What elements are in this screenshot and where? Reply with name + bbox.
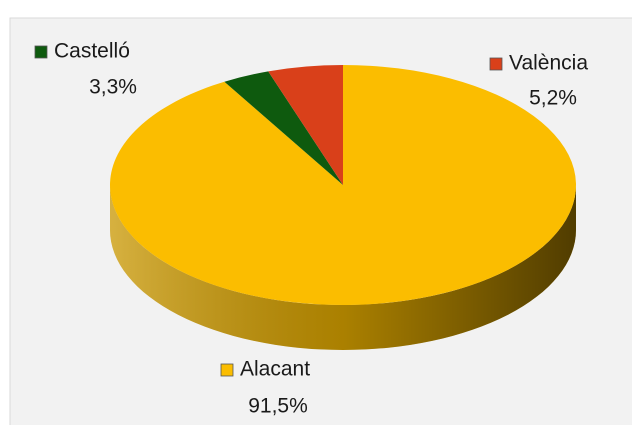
value-label: 91,5% [248, 395, 308, 418]
legend-key [489, 57, 503, 71]
category-label: Castelló [54, 40, 130, 63]
labels: Alacant 91,5% Castelló 3,3% València 5,2% [34, 40, 588, 418]
pie-slice [224, 71, 343, 185]
legend-key [220, 363, 234, 377]
legend-key [34, 45, 48, 59]
pie-slice [268, 65, 343, 185]
pie-side-shade [110, 185, 576, 350]
value-label: 5,2% [529, 87, 577, 110]
category-label: València [509, 52, 588, 75]
pie-slice [110, 65, 577, 305]
category-label: Alacant [240, 358, 310, 381]
pie [110, 65, 577, 350]
value-label: 3,3% [89, 76, 137, 99]
